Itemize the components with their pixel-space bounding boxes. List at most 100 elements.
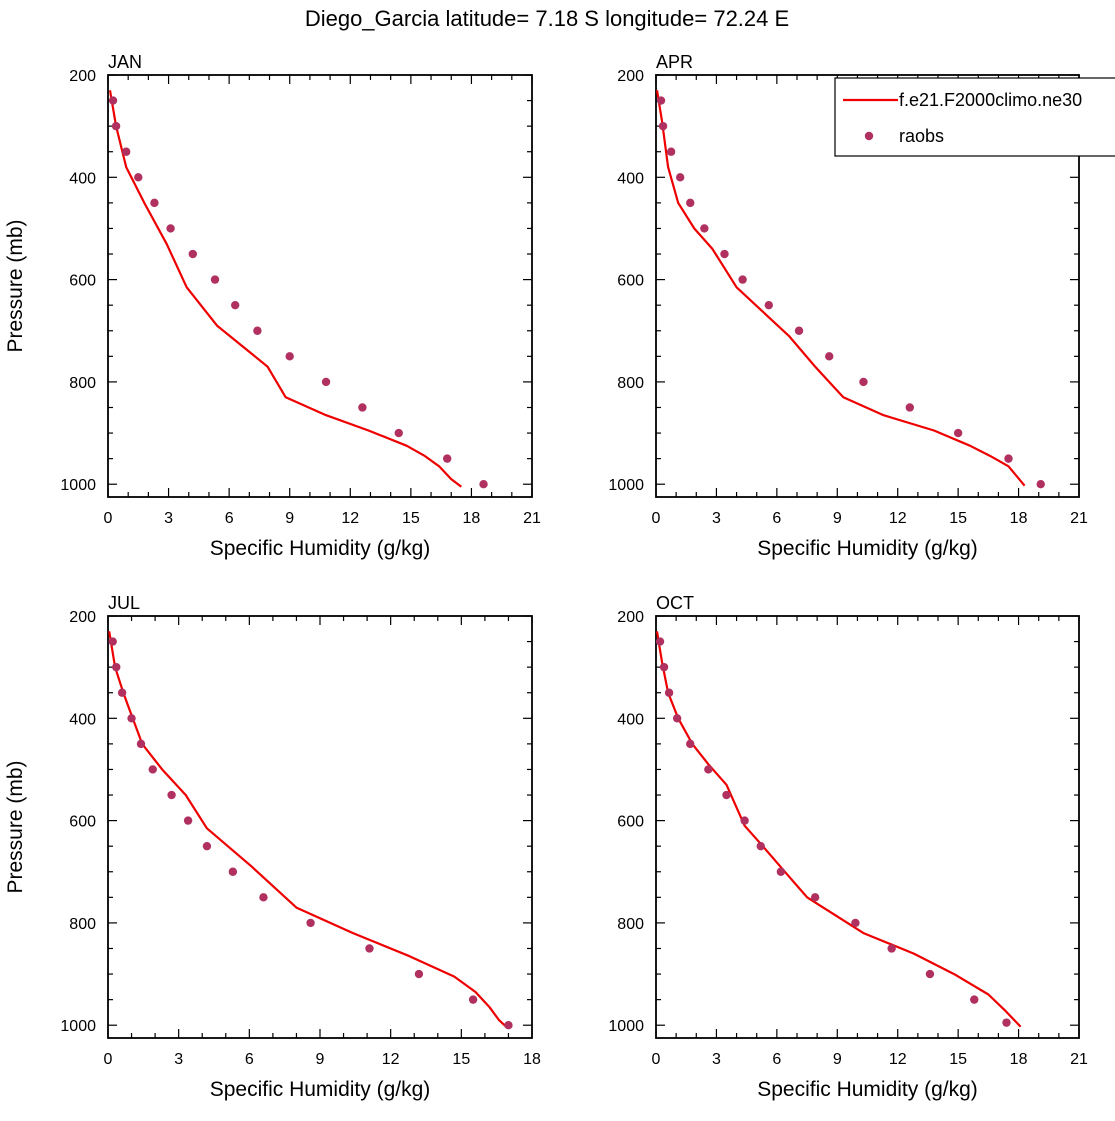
data-point-raobs bbox=[970, 995, 979, 1004]
data-point-raobs bbox=[121, 147, 131, 156]
data-point-raobs bbox=[887, 944, 896, 953]
data-point-raobs bbox=[925, 969, 935, 979]
data-point-raobs bbox=[756, 841, 765, 851]
data-point-raobs bbox=[443, 454, 452, 463]
x-tick-label: 0 bbox=[652, 510, 661, 527]
x-tick-label: 6 bbox=[225, 510, 234, 527]
x-tick-label: 0 bbox=[104, 1051, 113, 1068]
x-tick-label: 0 bbox=[652, 1051, 661, 1068]
x-tick-label: 21 bbox=[1070, 510, 1088, 527]
y-tick-label: 400 bbox=[617, 711, 644, 728]
x-tick-label: 3 bbox=[712, 1051, 721, 1068]
x-tick-label: 3 bbox=[164, 510, 173, 527]
data-point-raobs bbox=[825, 352, 834, 361]
data-point-raobs bbox=[738, 275, 747, 284]
data-point-raobs bbox=[810, 893, 820, 902]
panel-jan: 0 3 6 9 12 15 18 21 200 400 600 800 1000 JAN Specific … bbox=[4, 52, 541, 560]
legend-marker-swatch bbox=[864, 131, 874, 141]
data-point-raobs bbox=[656, 96, 666, 105]
x-tick-label: 18 bbox=[1010, 1051, 1028, 1068]
panel-oct: 0 3 6 9 12 15 18 21 200 400 600 800 1000 OCT Specific … bbox=[608, 593, 1088, 1101]
data-point-raobs bbox=[414, 969, 424, 979]
x-tick-label: 12 bbox=[341, 510, 359, 527]
series-line-model bbox=[655, 631, 1022, 1028]
data-point-raobs bbox=[365, 944, 374, 953]
data-point-raobs bbox=[666, 147, 676, 156]
data-point-raobs bbox=[231, 300, 240, 310]
figure-title: Diego_Garcia latitude= 7.18 S longitude=… bbox=[305, 6, 789, 31]
y-tick-label: 800 bbox=[617, 916, 644, 933]
y-tick-label: 400 bbox=[69, 711, 96, 728]
data-point-raobs bbox=[672, 714, 682, 723]
data-point-raobs bbox=[112, 662, 121, 672]
x-tick-label: 9 bbox=[316, 1051, 325, 1068]
x-tick-label: 15 bbox=[452, 1051, 470, 1068]
y-axis-label: Pressure (mb) bbox=[4, 760, 27, 893]
x-tick-label: 15 bbox=[949, 510, 967, 527]
x-tick-label: 6 bbox=[245, 1051, 254, 1068]
data-point-raobs bbox=[675, 173, 685, 182]
series-line-model bbox=[108, 631, 509, 1029]
data-point-raobs bbox=[794, 326, 804, 335]
panel-title: JAN bbox=[108, 52, 142, 72]
data-point-raobs bbox=[202, 841, 212, 851]
data-point-raobs bbox=[479, 480, 488, 489]
data-point-raobs bbox=[108, 96, 118, 105]
data-point-raobs bbox=[686, 739, 695, 749]
panel-jul: 0 3 6 9 12 15 18 200 400 600 800 1000 JUL Specific Hu… bbox=[4, 593, 541, 1101]
data-point-raobs bbox=[659, 662, 669, 672]
x-tick-label: 21 bbox=[523, 510, 541, 527]
y-tick-label: 1000 bbox=[60, 477, 96, 494]
data-point-raobs bbox=[188, 249, 197, 259]
data-point-raobs bbox=[321, 377, 331, 387]
y-tick-label: 200 bbox=[617, 68, 644, 85]
data-point-raobs bbox=[851, 918, 860, 928]
x-tick-label: 12 bbox=[889, 510, 907, 527]
panel-apr: 0 3 6 9 12 15 18 21 200 400 600 800 1000 APR Specific … bbox=[608, 52, 1088, 560]
data-point-raobs bbox=[704, 765, 713, 774]
data-point-raobs bbox=[658, 121, 668, 131]
plot-frame bbox=[107, 74, 533, 498]
data-point-raobs bbox=[655, 637, 665, 646]
x-tick-label: 9 bbox=[833, 1051, 842, 1068]
data-point-raobs bbox=[210, 275, 220, 284]
legend-label-raobs: raobs bbox=[899, 126, 944, 146]
x-axis-label: Specific Humidity (g/kg) bbox=[757, 1078, 978, 1101]
x-tick-label: 12 bbox=[889, 1051, 907, 1068]
x-tick-label: 9 bbox=[833, 510, 842, 527]
data-point-raobs bbox=[134, 173, 143, 182]
data-point-raobs bbox=[166, 224, 175, 233]
panel-title: JUL bbox=[108, 593, 140, 613]
data-point-raobs bbox=[905, 403, 914, 412]
series-line-model bbox=[108, 90, 462, 488]
data-point-raobs bbox=[953, 428, 963, 438]
x-tick-label: 15 bbox=[402, 510, 420, 527]
y-tick-label: 400 bbox=[69, 170, 96, 187]
y-tick-label: 1000 bbox=[608, 477, 644, 494]
y-tick-label: 400 bbox=[617, 170, 644, 187]
x-tick-label: 9 bbox=[285, 510, 294, 527]
x-tick-label: 6 bbox=[772, 510, 781, 527]
x-tick-label: 18 bbox=[463, 510, 481, 527]
data-point-raobs bbox=[394, 428, 403, 438]
x-tick-label: 18 bbox=[523, 1051, 541, 1068]
x-tick-label: 12 bbox=[382, 1051, 400, 1068]
data-point-raobs bbox=[136, 739, 146, 749]
y-tick-label: 200 bbox=[69, 68, 96, 85]
data-point-raobs bbox=[111, 121, 121, 131]
y-tick-label: 600 bbox=[617, 273, 644, 290]
data-point-raobs bbox=[776, 867, 786, 876]
legend-label-model: f.e21.F2000climo.ne30 bbox=[899, 90, 1082, 110]
data-point-raobs bbox=[167, 790, 176, 800]
data-point-raobs bbox=[722, 790, 731, 800]
y-tick-label: 200 bbox=[617, 609, 644, 626]
y-tick-label: 800 bbox=[69, 375, 96, 392]
y-tick-label: 800 bbox=[69, 916, 96, 933]
series-line-model bbox=[655, 90, 1026, 487]
x-axis-label: Specific Humidity (g/kg) bbox=[757, 537, 978, 560]
plot-frame bbox=[655, 615, 1080, 1039]
x-axis-label: Specific Humidity (g/kg) bbox=[210, 1078, 431, 1101]
data-point-raobs bbox=[150, 198, 159, 208]
x-tick-label: 3 bbox=[174, 1051, 183, 1068]
